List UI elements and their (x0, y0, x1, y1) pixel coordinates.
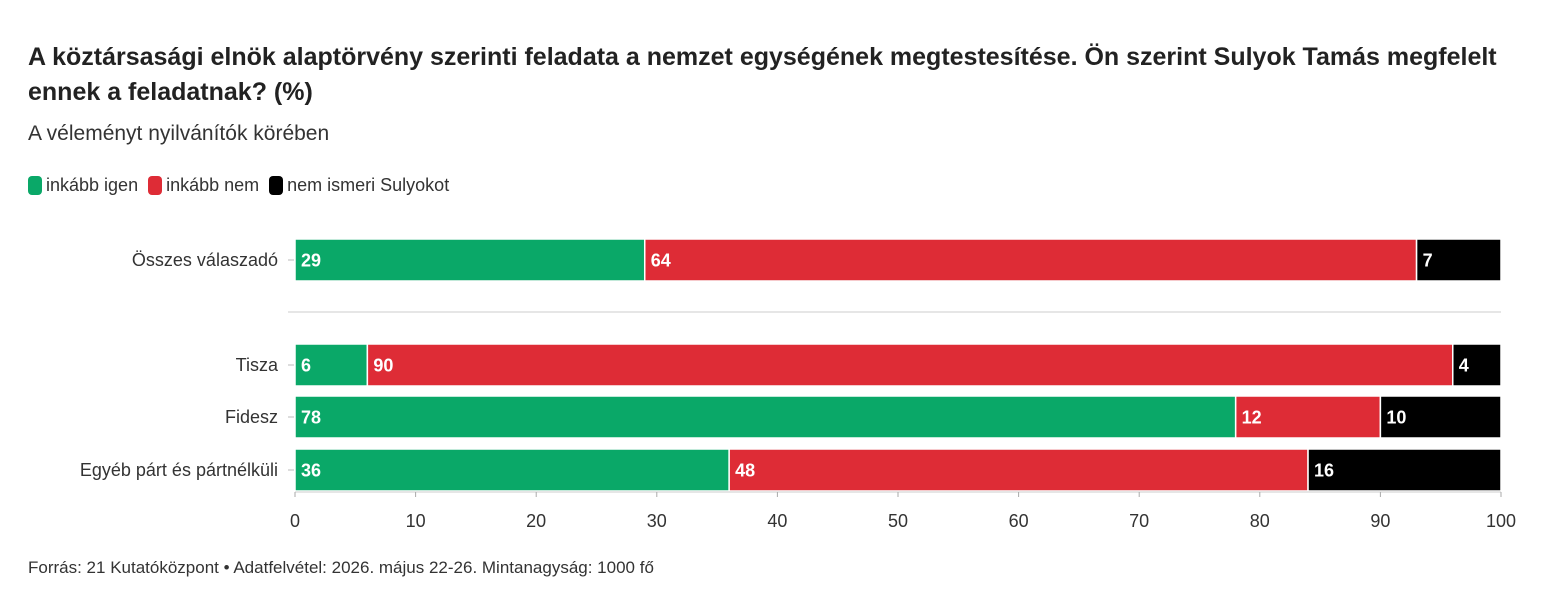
legend-label-yes: inkább igen (46, 175, 139, 195)
x-tick-label: 50 (888, 511, 908, 531)
legend-label-unknown: nem ismeri Sulyokot (287, 175, 450, 195)
x-tick-label: 10 (406, 511, 426, 531)
bar-segment (294, 238, 646, 282)
legend-item-no: inkább nem (148, 175, 259, 196)
x-tick-label: 30 (647, 511, 667, 531)
data-label: 10 (1386, 408, 1406, 428)
x-tick-label: 80 (1250, 511, 1270, 531)
chart-title: A köztársasági elnök alaptörvény szerint… (28, 43, 1497, 106)
legend-swatch-no (148, 176, 163, 195)
x-tick-label: 90 (1370, 511, 1390, 531)
category-label: Összes válaszadó (132, 250, 278, 270)
bar-segment (294, 395, 1237, 439)
x-tick-label: 40 (767, 511, 787, 531)
x-tick-label: 20 (526, 511, 546, 531)
data-label: 4 (1459, 356, 1469, 376)
category-label: Egyéb párt és pártnélküli (80, 460, 278, 480)
bar-segment (294, 343, 369, 387)
legend-label-no: inkább nem (166, 175, 260, 195)
legend-item-unknown: nem ismeri Sulyokot (269, 175, 449, 196)
data-label: 6 (301, 356, 311, 376)
x-tick-label: 100 (1486, 511, 1516, 531)
source-note: Forrás: 21 Kutatóközpont • Adatfelvétel:… (28, 558, 654, 577)
bar-segment (1415, 238, 1502, 282)
bar-segment (643, 238, 1418, 282)
bar-segment (1307, 448, 1502, 492)
legend-swatch-unknown (269, 176, 284, 195)
x-tick-label: 60 (1009, 511, 1029, 531)
data-label: 7 (1423, 251, 1433, 271)
data-label: 16 (1314, 461, 1334, 481)
data-label: 78 (301, 408, 321, 428)
data-label: 64 (651, 251, 671, 271)
bar-segment (294, 448, 730, 492)
data-label: 12 (1242, 408, 1262, 428)
category-label: Tisza (236, 355, 279, 375)
bar-segment (366, 343, 1454, 387)
data-label: 90 (373, 356, 393, 376)
legend-swatch-yes (28, 176, 42, 195)
x-tick-label: 70 (1129, 511, 1149, 531)
data-label: 36 (301, 461, 321, 481)
bar-segment (1234, 395, 1382, 439)
legend: inkább igen inkább nem nem ismeri Sulyok… (28, 175, 459, 196)
chart-subtitle: A véleményt nyilvánítók körében (28, 122, 330, 145)
bar-segment (1452, 343, 1502, 387)
data-label: 48 (735, 461, 755, 481)
legend-item-yes: inkább igen (28, 175, 138, 196)
x-tick-label: 0 (290, 511, 300, 531)
bar-segment (728, 448, 1309, 492)
category-label: Fidesz (225, 407, 278, 427)
bar-segment (1379, 395, 1502, 439)
data-label: 29 (301, 251, 321, 271)
